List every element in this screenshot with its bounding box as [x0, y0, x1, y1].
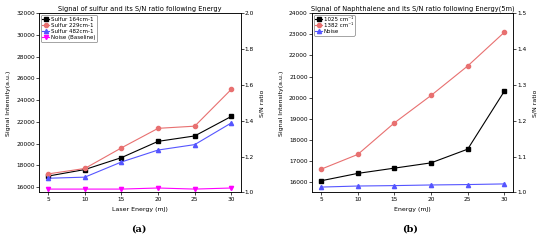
- Line: Sulfur 482cm-1: Sulfur 482cm-1: [46, 121, 233, 180]
- Noise (Baseline): [228, 186, 235, 189]
- Sulfur 229cm-1: [228, 88, 235, 91]
- Text: (a): (a): [131, 225, 146, 234]
- Y-axis label: Signal Intensity(a.u.): Signal Intensity(a.u.): [5, 70, 10, 135]
- Sulfur 164cm-1: [192, 135, 198, 137]
- Noise: [318, 186, 324, 188]
- Noise: [501, 183, 508, 185]
- Sulfur 164cm-1: [228, 115, 235, 118]
- 1382 cm⁻¹: [391, 121, 397, 124]
- Title: Signal of sulfur and its S/N ratio following Energy: Signal of sulfur and its S/N ratio follo…: [58, 6, 222, 11]
- Sulfur 482cm-1: [155, 149, 161, 151]
- Noise: [391, 184, 397, 187]
- Y-axis label: Signal Intensity(a.u.): Signal Intensity(a.u.): [279, 70, 283, 135]
- Sulfur 229cm-1: [118, 146, 125, 149]
- Text: (b): (b): [402, 225, 418, 234]
- 1025 cm⁻¹: [391, 167, 397, 169]
- Sulfur 229cm-1: [81, 167, 88, 170]
- Sulfur 229cm-1: [155, 127, 161, 130]
- Noise (Baseline): [81, 188, 88, 190]
- Noise (Baseline): [192, 188, 198, 190]
- 1382 cm⁻¹: [318, 168, 324, 171]
- 1382 cm⁻¹: [355, 153, 361, 156]
- X-axis label: Energy (mJ): Energy (mJ): [394, 207, 431, 212]
- Line: 1025 cm⁻¹: 1025 cm⁻¹: [319, 89, 507, 183]
- Y-axis label: S/N ratio: S/N ratio: [260, 89, 264, 117]
- Sulfur 164cm-1: [81, 168, 88, 171]
- 1025 cm⁻¹: [318, 179, 324, 182]
- Line: Sulfur 164cm-1: Sulfur 164cm-1: [46, 114, 233, 178]
- Sulfur 229cm-1: [45, 172, 52, 175]
- X-axis label: Laser Energy (mJ): Laser Energy (mJ): [112, 207, 168, 212]
- Noise (Baseline): [118, 188, 125, 190]
- Sulfur 164cm-1: [155, 140, 161, 143]
- Noise: [464, 183, 471, 186]
- Title: Signal of Naphthalene and its S/N ratio following Energy(5m): Signal of Naphthalene and its S/N ratio …: [311, 6, 515, 12]
- Sulfur 229cm-1: [192, 125, 198, 128]
- Sulfur 482cm-1: [45, 177, 52, 180]
- Sulfur 164cm-1: [45, 175, 52, 177]
- 1382 cm⁻¹: [501, 31, 508, 34]
- Legend: 1025 cm⁻¹, 1382 cm⁻¹, Noise: 1025 cm⁻¹, 1382 cm⁻¹, Noise: [314, 15, 355, 36]
- 1025 cm⁻¹: [501, 90, 508, 93]
- Sulfur 482cm-1: [228, 121, 235, 124]
- Noise: [428, 183, 434, 186]
- Line: Sulfur 229cm-1: Sulfur 229cm-1: [46, 87, 233, 176]
- Noise: [355, 185, 361, 187]
- 1382 cm⁻¹: [464, 65, 471, 67]
- 1025 cm⁻¹: [428, 161, 434, 164]
- Sulfur 482cm-1: [118, 161, 125, 163]
- Sulfur 164cm-1: [118, 156, 125, 159]
- Line: Noise: Noise: [319, 182, 507, 189]
- 1025 cm⁻¹: [464, 148, 471, 150]
- Legend: Sulfur 164cm-1, Sulfur 229cm-1, Sulfur 482cm-1, Noise (Baseline): Sulfur 164cm-1, Sulfur 229cm-1, Sulfur 4…: [41, 15, 97, 42]
- Noise (Baseline): [45, 188, 52, 190]
- Line: 1382 cm⁻¹: 1382 cm⁻¹: [319, 30, 507, 171]
- Sulfur 482cm-1: [81, 176, 88, 179]
- 1382 cm⁻¹: [428, 94, 434, 97]
- Line: Noise (Baseline): Noise (Baseline): [46, 186, 233, 191]
- 1025 cm⁻¹: [355, 172, 361, 175]
- Sulfur 482cm-1: [192, 143, 198, 146]
- Noise (Baseline): [155, 186, 161, 189]
- Y-axis label: S/N ratio: S/N ratio: [533, 89, 538, 117]
